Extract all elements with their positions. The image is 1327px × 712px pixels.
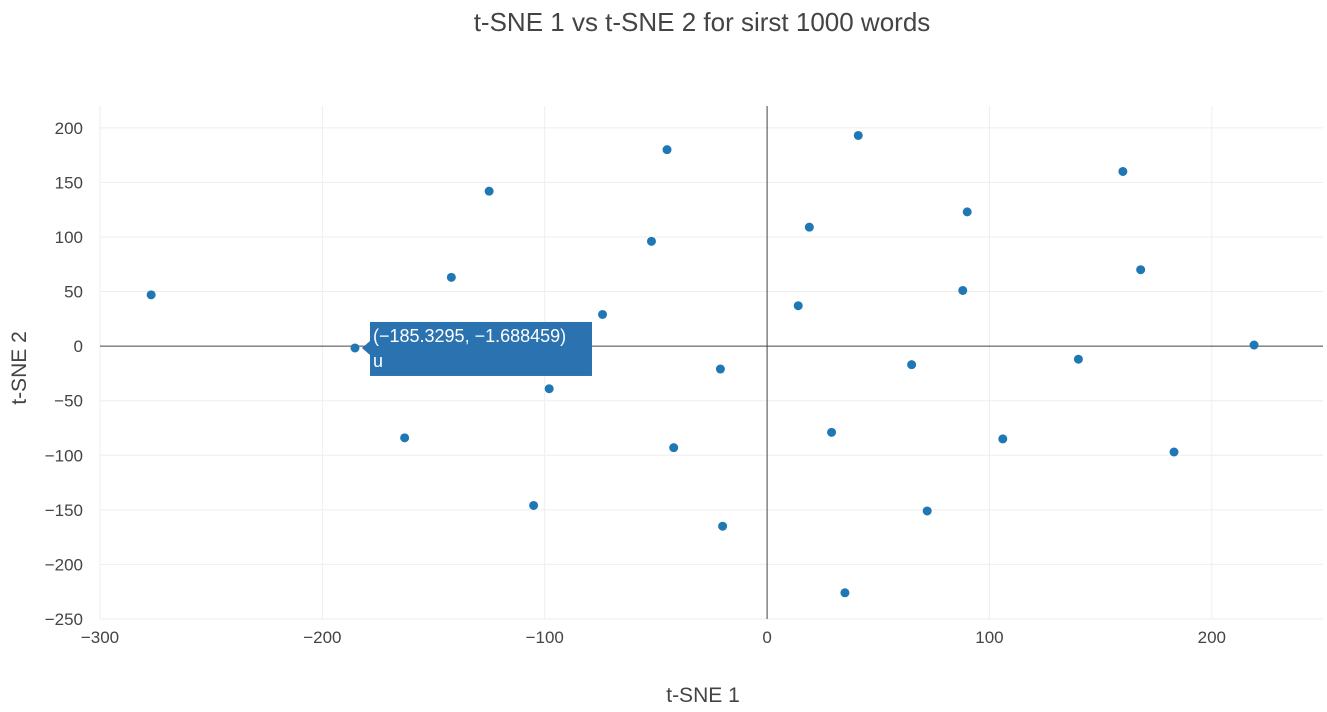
x-tick-label: 0 xyxy=(762,628,771,647)
x-tick-label: −100 xyxy=(526,628,564,647)
scatter-point[interactable] xyxy=(1136,265,1146,275)
y-axis-ticks: −250 −200 −150 −100 −50 0 50 100 150 200 xyxy=(45,119,83,629)
scatter-point[interactable] xyxy=(646,236,656,246)
scatter-point[interactable] xyxy=(998,434,1008,444)
hover-tooltip-box xyxy=(369,321,592,376)
scatter-point[interactable] xyxy=(793,301,803,311)
grid-layer xyxy=(99,106,1323,620)
y-tick-label: 0 xyxy=(74,337,83,356)
hover-tooltip: (−185.3295, −1.688459) u xyxy=(361,321,592,376)
y-axis-title: t-SNE 2 xyxy=(8,331,31,405)
scatter-point[interactable] xyxy=(958,285,968,295)
scatter-point[interactable] xyxy=(662,145,672,155)
scatter-point[interactable] xyxy=(922,506,932,516)
scatter-point[interactable] xyxy=(1249,340,1259,350)
hover-tooltip-coordinates: (−185.3295, −1.688459) xyxy=(373,326,566,346)
scatter-point[interactable] xyxy=(853,130,863,140)
scatter-point[interactable] xyxy=(598,309,608,319)
hover-tooltip-arrow xyxy=(361,340,370,355)
x-tick-label: 100 xyxy=(975,628,1003,647)
scatter-point[interactable] xyxy=(1169,447,1179,457)
x-axis-ticks: −300 −200 −100 0 100 200 xyxy=(81,628,1226,647)
y-tick-label: −150 xyxy=(45,501,83,520)
zero-lines xyxy=(100,106,1323,619)
scatter-point[interactable] xyxy=(840,588,850,598)
y-tick-label: 100 xyxy=(55,228,83,247)
scatter-point[interactable] xyxy=(827,427,837,437)
y-tick-label: −250 xyxy=(45,610,83,629)
x-tick-label: −300 xyxy=(81,628,119,647)
y-tick-label: −50 xyxy=(54,392,83,411)
data-points[interactable] xyxy=(146,130,1259,598)
x-tick-label: 200 xyxy=(1198,628,1226,647)
scatter-point[interactable] xyxy=(350,343,360,353)
scatter-point[interactable] xyxy=(400,433,410,443)
scatter-point[interactable] xyxy=(907,360,917,370)
scatter-point[interactable] xyxy=(1118,166,1128,176)
y-tick-label: −100 xyxy=(45,446,83,465)
scatter-point[interactable] xyxy=(718,521,728,531)
scatter-point[interactable] xyxy=(446,272,456,282)
y-tick-label: 200 xyxy=(55,119,83,138)
x-tick-label: −200 xyxy=(303,628,341,647)
hover-tooltip-word: u xyxy=(373,351,383,371)
scatter-point[interactable] xyxy=(715,364,725,374)
scatter-point[interactable] xyxy=(669,443,679,453)
scatter-point[interactable] xyxy=(484,186,494,196)
y-tick-label: 150 xyxy=(55,173,83,192)
scatter-point[interactable] xyxy=(962,207,972,217)
scatter-point[interactable] xyxy=(529,500,539,510)
scatter-point[interactable] xyxy=(1073,354,1083,364)
y-tick-label: 50 xyxy=(64,283,83,302)
scatter-point[interactable] xyxy=(804,222,814,232)
scatter-point[interactable] xyxy=(146,290,156,300)
y-tick-label: −200 xyxy=(45,555,83,574)
scatter-point[interactable] xyxy=(544,384,554,394)
chart-title: t-SNE 1 vs t-SNE 2 for sirst 1000 words xyxy=(474,7,931,37)
x-axis-title: t-SNE 1 xyxy=(666,684,740,707)
